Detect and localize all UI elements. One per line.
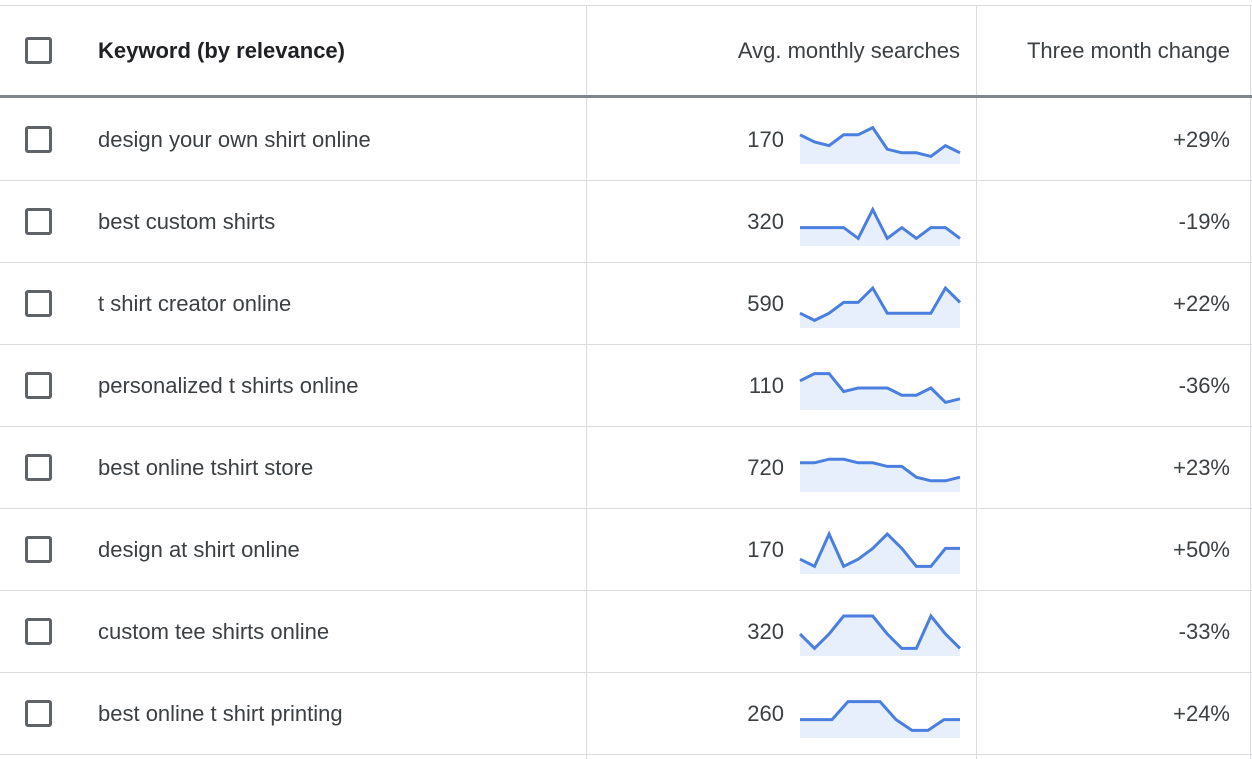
keyword-text: custom tee shirts online	[98, 619, 330, 644]
table-row: personalized t shirts online 110 -36%	[0, 344, 1252, 427]
trend-sparkline[interactable]	[799, 444, 961, 492]
trend-sparkline[interactable]	[799, 608, 961, 656]
searches-column-header[interactable]: Avg. monthly searches	[737, 38, 960, 63]
row-checkbox[interactable]	[25, 290, 52, 317]
table-row: best online t shirt printing 260 +24%	[0, 672, 1252, 755]
keyword-column-header[interactable]: Keyword (by relevance)	[98, 38, 345, 63]
avg-monthly-searches-value: 170	[747, 537, 784, 562]
column-divider	[586, 6, 587, 759]
row-checkbox[interactable]	[25, 372, 52, 399]
three-month-change-value: +22%	[1173, 291, 1230, 316]
avg-monthly-searches-value: 260	[747, 701, 784, 726]
keyword-text: best online t shirt printing	[98, 701, 343, 726]
trend-sparkline[interactable]	[799, 198, 961, 246]
sparkline-area	[800, 459, 960, 492]
keyword-text: best custom shirts	[98, 209, 276, 234]
table-header-row: Keyword (by relevance) Avg. monthly sear…	[0, 6, 1252, 98]
change-column-header[interactable]: Three month change	[1026, 38, 1230, 63]
row-checkbox[interactable]	[25, 454, 52, 481]
avg-monthly-searches-value: 110	[748, 373, 784, 398]
avg-monthly-searches-value: 170	[747, 127, 784, 152]
row-checkbox[interactable]	[25, 618, 52, 645]
sparkline-line	[800, 206, 961, 241]
sparkline-area	[800, 288, 960, 328]
table-row: best online tshirt store 720 +23%	[0, 426, 1252, 509]
sparkline-area	[800, 534, 960, 574]
three-month-change-value: +23%	[1173, 455, 1230, 480]
table-row: t shirt creator online 590 +22%	[0, 262, 1252, 345]
keyword-text: best online tshirt store	[98, 455, 314, 480]
keyword-text: personalized t shirts online	[98, 373, 359, 398]
keyword-text: design your own shirt online	[98, 127, 371, 152]
sparkline-area	[800, 616, 960, 656]
sparkline-line	[799, 125, 961, 159]
three-month-change-value: -36%	[1178, 373, 1230, 398]
sparkline-line	[799, 613, 961, 651]
row-checkbox[interactable]	[25, 700, 52, 727]
sparkline-line	[799, 285, 961, 323]
sparkline-line	[799, 372, 961, 405]
keyword-text: t shirt creator online	[98, 291, 292, 316]
trend-sparkline[interactable]	[799, 526, 961, 574]
sparkline-line	[799, 530, 960, 569]
column-divider	[1250, 6, 1251, 759]
three-month-change-value: +50%	[1173, 537, 1230, 562]
trend-sparkline[interactable]	[799, 116, 961, 164]
keyword-text: design at shirt online	[98, 537, 300, 562]
sparkline-line	[800, 457, 961, 483]
trend-sparkline[interactable]	[799, 362, 961, 410]
trend-sparkline[interactable]	[799, 280, 961, 328]
avg-monthly-searches-value: 590	[747, 291, 784, 316]
row-checkbox[interactable]	[25, 208, 52, 235]
table-row: custom tee shirts online 320 -33%	[0, 590, 1252, 673]
avg-monthly-searches-value: 320	[747, 209, 784, 234]
three-month-change-value: -19%	[1178, 209, 1230, 234]
row-checkbox[interactable]	[25, 536, 52, 563]
keyword-ideas-table: Keyword (by relevance) Avg. monthly sear…	[0, 5, 1252, 759]
table-row: design your own shirt online 170 +29%	[0, 98, 1252, 181]
column-divider	[976, 6, 977, 759]
avg-monthly-searches-value: 320	[747, 619, 784, 644]
table-row: design at shirt online 170 +50%	[0, 508, 1252, 591]
three-month-change-value: -33%	[1178, 619, 1230, 644]
sparkline-line	[800, 700, 960, 732]
three-month-change-value: +24%	[1173, 701, 1230, 726]
sparkline-area	[800, 373, 960, 410]
three-month-change-value: +29%	[1173, 127, 1230, 152]
trend-sparkline[interactable]	[799, 690, 961, 738]
select-all-checkbox[interactable]	[25, 37, 52, 64]
table-row: best custom shirts 320 -19%	[0, 180, 1252, 263]
row-checkbox[interactable]	[25, 126, 52, 153]
avg-monthly-searches-value: 720	[747, 455, 784, 480]
